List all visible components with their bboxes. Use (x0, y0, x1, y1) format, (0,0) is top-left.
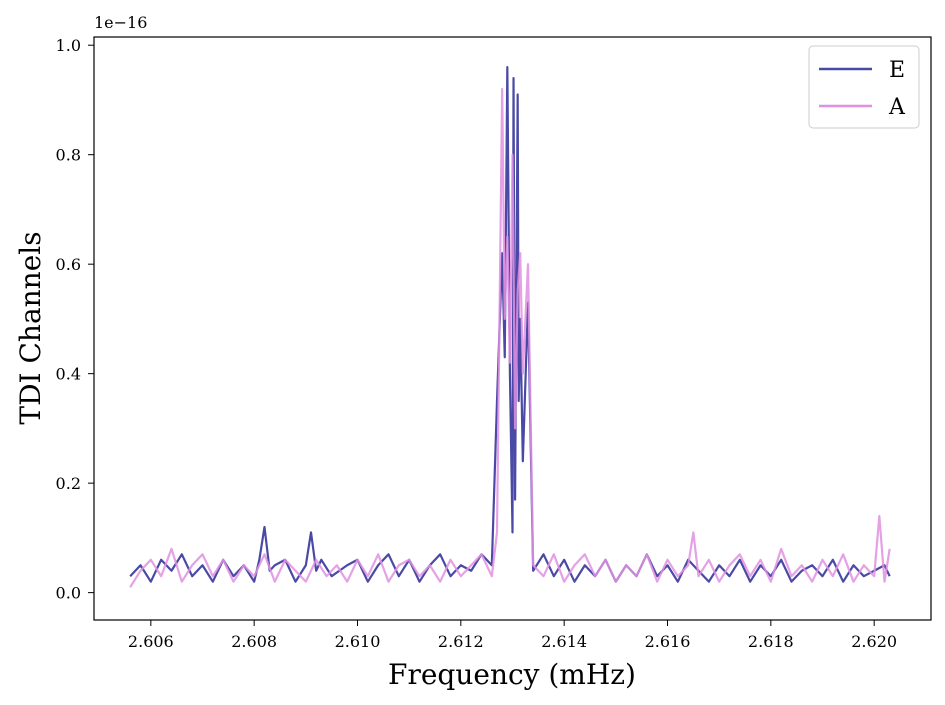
y-tick-label: 0.6 (56, 255, 81, 274)
y-offset-label: 1e−16 (94, 13, 147, 32)
series-layer (129, 66, 891, 588)
x-tick-label: 2.606 (128, 632, 174, 651)
x-tick-label: 2.612 (438, 632, 484, 651)
y-tick-label: 0.4 (56, 365, 81, 384)
y-axis-title: TDI Channels (14, 231, 47, 424)
legend-box (808, 45, 920, 129)
y-tick-label: 0.8 (56, 146, 81, 165)
series-line-E (129, 66, 891, 583)
x-tick-label: 2.614 (541, 632, 587, 651)
legend-label-E: E (889, 58, 905, 83)
x-tick-label: 2.616 (645, 632, 691, 651)
plot-frame (93, 36, 932, 621)
x-tick-label: 2.618 (748, 632, 794, 651)
y-tick-label: 0.0 (56, 584, 81, 603)
x-axis-title: Frequency (mHz) (388, 658, 636, 691)
x-tick-label: 2.608 (231, 632, 277, 651)
x-tick-label: 2.610 (335, 632, 381, 651)
legend: EA (808, 45, 920, 129)
legend-label-A: A (888, 95, 906, 120)
x-tick-label: 2.620 (851, 632, 897, 651)
y-tick-label: 0.2 (56, 474, 81, 493)
series-line-A (129, 87, 891, 588)
y-axis: 0.0 0.2 0.4 0.6 0.8 1.0 (56, 36, 94, 603)
y-tick-label: 1.0 (56, 36, 81, 55)
x-axis: 2.606 2.608 2.610 2.612 2.614 2.616 2.618 2.620 (128, 620, 897, 651)
